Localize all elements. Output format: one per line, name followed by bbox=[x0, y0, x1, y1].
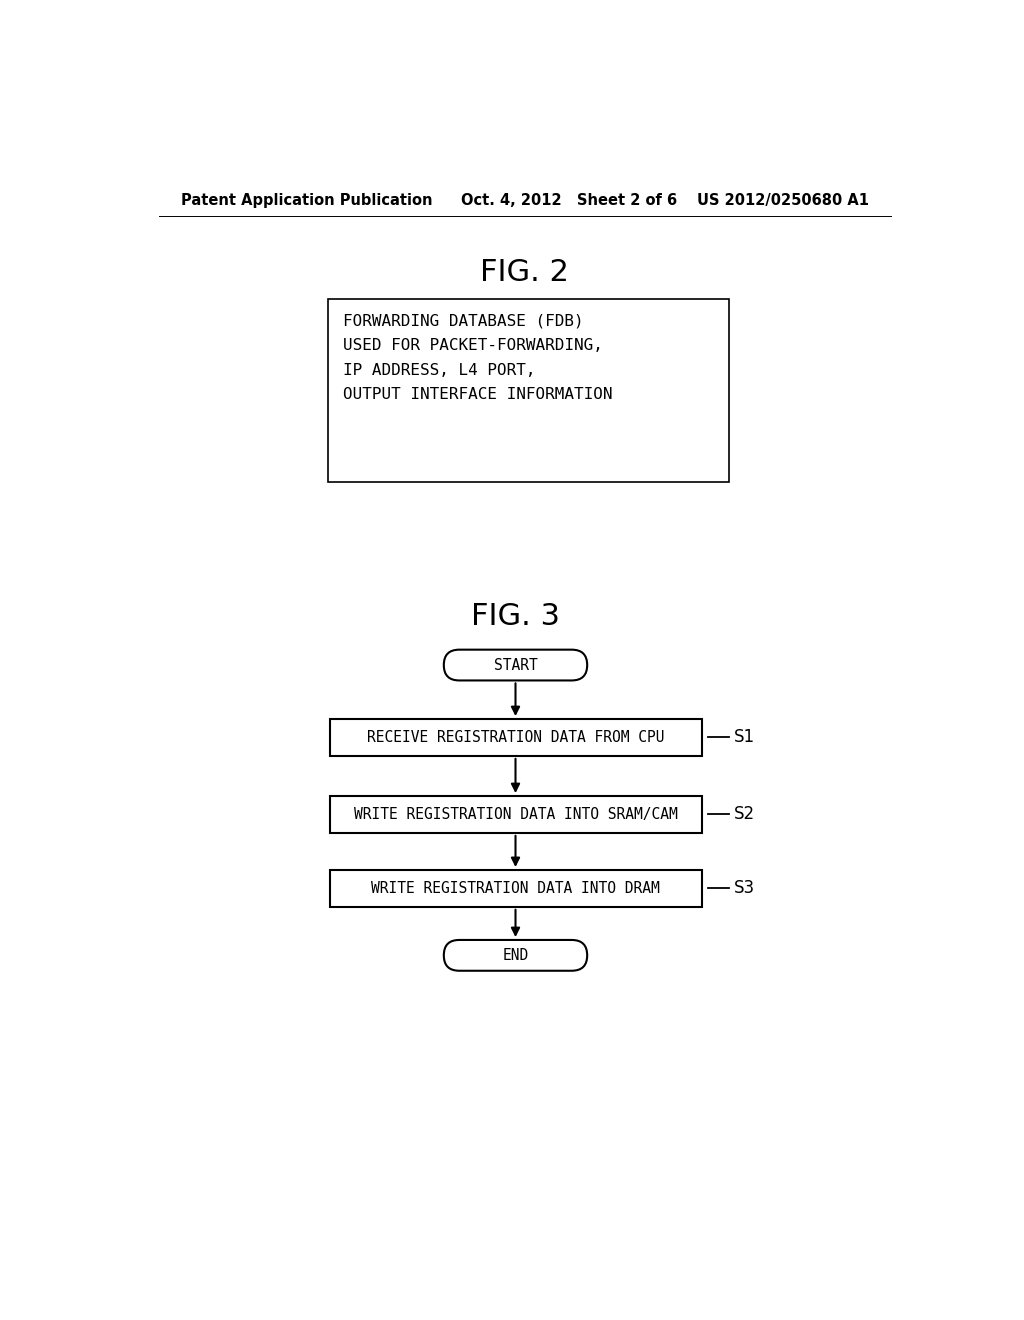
Text: FIG. 2: FIG. 2 bbox=[480, 257, 569, 286]
Text: US 2012/0250680 A1: US 2012/0250680 A1 bbox=[697, 193, 869, 209]
Text: WRITE REGISTRATION DATA INTO SRAM/CAM: WRITE REGISTRATION DATA INTO SRAM/CAM bbox=[353, 807, 677, 822]
Bar bbox=[330, 796, 701, 833]
Text: S2: S2 bbox=[734, 805, 755, 824]
Bar bbox=[330, 870, 701, 907]
FancyBboxPatch shape bbox=[443, 940, 587, 970]
FancyBboxPatch shape bbox=[443, 649, 587, 681]
Text: START: START bbox=[494, 657, 538, 673]
Text: IP ADDRESS, L4 PORT,: IP ADDRESS, L4 PORT, bbox=[343, 363, 536, 378]
Bar bbox=[330, 719, 701, 756]
Text: S1: S1 bbox=[734, 729, 755, 746]
Text: END: END bbox=[503, 948, 528, 962]
Text: Patent Application Publication: Patent Application Publication bbox=[180, 193, 432, 209]
Text: OUTPUT INTERFACE INFORMATION: OUTPUT INTERFACE INFORMATION bbox=[343, 387, 613, 403]
Text: FORWARDING DATABASE (FDB): FORWARDING DATABASE (FDB) bbox=[343, 313, 584, 329]
Bar bbox=[328, 300, 729, 482]
Text: S3: S3 bbox=[734, 879, 755, 898]
Text: FIG. 3: FIG. 3 bbox=[471, 602, 560, 631]
Text: RECEIVE REGISTRATION DATA FROM CPU: RECEIVE REGISTRATION DATA FROM CPU bbox=[367, 730, 665, 744]
Text: WRITE REGISTRATION DATA INTO DRAM: WRITE REGISTRATION DATA INTO DRAM bbox=[371, 880, 659, 896]
Text: Oct. 4, 2012   Sheet 2 of 6: Oct. 4, 2012 Sheet 2 of 6 bbox=[461, 193, 677, 209]
Text: USED FOR PACKET-FORWARDING,: USED FOR PACKET-FORWARDING, bbox=[343, 338, 603, 352]
